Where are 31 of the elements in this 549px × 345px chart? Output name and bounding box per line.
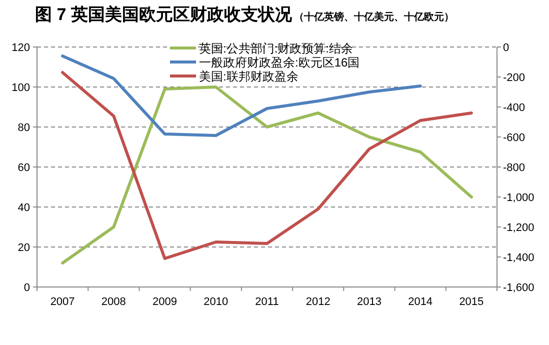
legend-label: 一般政府财政盈余:欧元区16国 [199, 56, 360, 70]
chart-title: 图 7 英国美国欧元区财政收支状况 [35, 5, 292, 24]
y-tick-label: 60 [18, 162, 30, 174]
x-tick-label: 2007 [50, 296, 75, 308]
legend-label: 英国:公共部门:财政预算:结余 [199, 42, 354, 56]
x-tick-label: 2015 [459, 296, 484, 308]
y-tick-label: 20 [18, 242, 30, 254]
x-tick-label: 2012 [306, 296, 330, 308]
x-tick-label: 2009 [152, 296, 178, 308]
y2-tick-label: -1,600 [503, 282, 534, 294]
y2-tick-label: -200 [503, 72, 526, 84]
x-tick-label: 2011 [255, 296, 279, 308]
x-tick-label: 2014 [408, 296, 433, 308]
legend-label: 美国:联邦财政盈余 [199, 70, 298, 84]
y-tick-label: 40 [18, 202, 30, 214]
y2-tick-label: -800 [503, 162, 526, 174]
x-tick-label: 2013 [356, 296, 382, 308]
y-tick-label: 80 [18, 122, 30, 134]
y-tick-label: 100 [12, 82, 30, 94]
y-tick-label: 0 [24, 282, 30, 294]
chart-subtitle: （十亿英镑、十亿美元、十亿欧元） [294, 11, 454, 23]
y2-tick-label: -600 [503, 132, 526, 144]
x-tick-label: 2008 [101, 296, 126, 308]
x-tick-label: 2010 [204, 296, 228, 308]
line-series [61, 54, 422, 137]
y2-tick-label: -1,400 [503, 252, 534, 264]
y2-tick-label: -1,000 [503, 192, 534, 204]
y2-tick-label: -1,200 [503, 222, 534, 234]
y2-tick-label: 0 [503, 42, 510, 54]
y-tick-label: 120 [12, 42, 30, 54]
y2-tick-label: -400 [503, 102, 526, 114]
